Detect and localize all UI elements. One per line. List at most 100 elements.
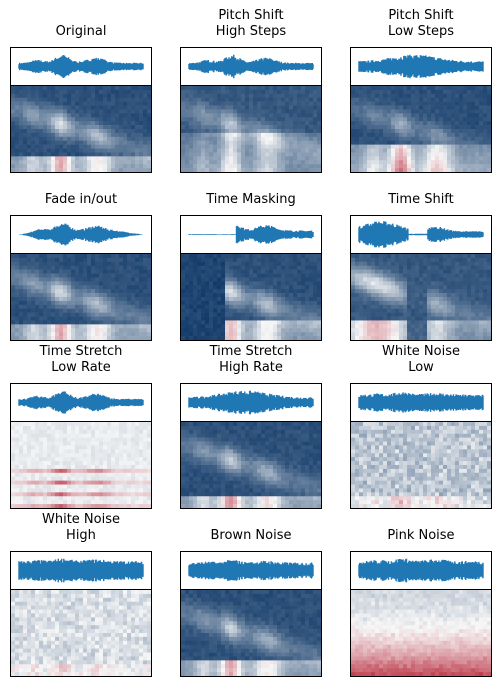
spectrogram-cell	[59, 136, 64, 142]
spectrogram-cell	[79, 324, 84, 329]
spectrogram-cell	[107, 86, 112, 91]
spectrogram-cell	[419, 125, 424, 130]
spectrogram-cell	[471, 308, 476, 313]
spectrogram-cell	[107, 312, 112, 317]
spectrogram-cell	[95, 156, 100, 161]
spectrogram-cell	[83, 328, 88, 333]
spectrogram-cell	[245, 277, 250, 282]
spectrogram-cell	[293, 261, 298, 267]
spectrogram-cell	[15, 164, 20, 169]
spectrogram-cell	[455, 97, 460, 102]
spectrogram-cell	[269, 89, 274, 95]
spectrogram-cell	[79, 457, 84, 462]
spectrogram-cell	[225, 261, 230, 267]
spectrogram-cell	[139, 156, 144, 161]
spectrogram-cell	[261, 300, 266, 306]
spectrogram-cell	[201, 89, 206, 95]
spectrogram-cell	[253, 300, 258, 306]
spectrogram-cell	[31, 160, 36, 165]
spectrogram-cell	[115, 265, 120, 270]
spectrogram-cell	[257, 101, 262, 106]
spectrogram-cell	[367, 304, 372, 310]
spectrogram-cell	[293, 113, 298, 118]
spectrogram-cell	[79, 449, 84, 454]
spectrogram-cell	[51, 140, 56, 145]
spectrogram-cell	[265, 125, 270, 130]
spectrogram-cell	[383, 140, 388, 145]
spectrogram-cell	[297, 265, 302, 270]
spectrogram-cell	[387, 121, 392, 126]
spectrogram-cell	[293, 93, 298, 99]
spectrogram-cell	[301, 332, 306, 337]
spectrogram-cell	[103, 136, 108, 142]
spectrogram-cell	[451, 261, 456, 267]
spectrogram-cell	[87, 273, 92, 278]
spectrogram-cell	[189, 297, 194, 302]
spectrogram-cell	[127, 312, 132, 317]
spectrogram-cell	[475, 316, 480, 321]
spectrogram-cell	[487, 101, 491, 106]
spectrogram-cell	[289, 324, 294, 329]
spectrogram-cell	[91, 425, 96, 431]
spectrogram-cell	[135, 433, 140, 438]
spectrogram-cell	[451, 132, 456, 138]
spectrogram-cell	[83, 261, 88, 267]
spectrogram-cell	[431, 265, 436, 270]
spectrogram-cell	[115, 129, 120, 134]
spectrogram-cell	[111, 429, 116, 435]
spectrogram-cell	[387, 132, 392, 138]
spectrogram-cell	[119, 86, 124, 91]
spectrogram-cell	[139, 125, 144, 130]
spectrogram-cell	[59, 140, 64, 145]
spectrogram-cell	[51, 281, 56, 286]
spectrogram-cell	[135, 168, 140, 172]
spectrogram-cell	[135, 152, 140, 157]
spectrogram-cell	[197, 332, 202, 337]
spectrogram-cell	[375, 300, 380, 306]
spectrogram-cell	[355, 93, 360, 99]
spectrogram-cell	[11, 422, 16, 427]
spectrogram-cell	[411, 297, 416, 302]
spectrogram-cell	[115, 281, 120, 286]
spectrogram-cell	[383, 152, 388, 157]
spectrogram-cell	[351, 156, 356, 161]
spectrogram-cell	[205, 265, 210, 270]
spectrogram-cell	[147, 324, 151, 329]
spectrogram-cell	[23, 132, 28, 138]
spectrogram-cell	[371, 97, 376, 102]
spectrogram-cell	[119, 429, 124, 435]
spectrogram-cell	[75, 254, 80, 259]
spectrogram-cell	[309, 269, 314, 274]
spectrogram-cell	[467, 97, 472, 102]
spectrogram-cell	[43, 86, 48, 91]
spectrogram-cell	[11, 261, 16, 267]
spectrogram-cell	[67, 152, 72, 157]
spectrogram-cell	[147, 269, 151, 274]
spectrogram-cell	[487, 93, 491, 99]
spectrogram-cell	[237, 140, 242, 145]
spectrogram-cell	[459, 328, 464, 333]
spectrogram-cell	[213, 285, 218, 290]
spectrogram-cell	[241, 125, 246, 130]
spectrogram-cell	[59, 445, 64, 450]
spectrogram-cell	[443, 148, 448, 153]
spectrogram-cell	[301, 168, 306, 172]
spectrogram-cell	[297, 257, 302, 263]
spectrogram-cell	[399, 261, 404, 267]
spectrogram-cell	[135, 257, 140, 263]
spectrogram-cell	[27, 441, 32, 446]
spectrogram-cell	[479, 125, 484, 130]
spectrogram-cell	[379, 285, 384, 290]
spectrogram-cell	[367, 285, 372, 290]
spectrogram-cell	[193, 152, 198, 157]
spectrogram-cell	[371, 277, 376, 282]
spectrogram-cell	[427, 113, 432, 118]
spectrogram-cell	[111, 132, 116, 138]
spectrogram-cell	[71, 293, 76, 298]
spectrogram-cell	[269, 144, 274, 149]
spectrogram-cell	[411, 261, 416, 267]
spectrogram-cell	[71, 113, 76, 118]
spectrogram-cell	[297, 132, 302, 138]
spectrogram-cell	[379, 324, 384, 329]
spectrogram-cell	[277, 324, 282, 329]
